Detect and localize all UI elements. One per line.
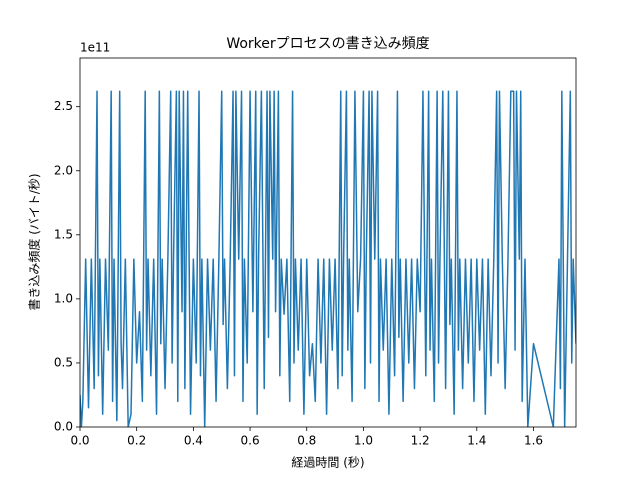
x-tick-label: 0.6 bbox=[241, 434, 260, 448]
x-tick-label: 1.6 bbox=[524, 434, 543, 448]
y-tick-label: 1.5 bbox=[54, 227, 73, 241]
x-tick-label: 1.0 bbox=[354, 434, 373, 448]
y-tick-label: 2.5 bbox=[54, 99, 73, 113]
y-tick-label: 0.5 bbox=[54, 355, 73, 369]
x-axis-label: 経過時間 (秒) bbox=[291, 456, 364, 470]
y-tick-label: 2.0 bbox=[54, 163, 73, 177]
y-tick-label: 0.0 bbox=[54, 420, 73, 434]
y-offset-label: 1e11 bbox=[80, 41, 110, 55]
x-tick-label: 0.8 bbox=[297, 434, 316, 448]
chart-title: Workerプロセスの書き込み頻度 bbox=[226, 36, 429, 52]
x-tick-label: 0.0 bbox=[70, 434, 89, 448]
x-tick-label: 1.4 bbox=[467, 434, 486, 448]
x-tick-label: 0.4 bbox=[184, 434, 203, 448]
y-axis-label: 書き込み頻度 (バイト/秒) bbox=[27, 173, 42, 310]
plot-frame bbox=[79, 57, 577, 428]
x-tick-label: 1.2 bbox=[411, 434, 430, 448]
x-tick-label: 0.2 bbox=[127, 434, 146, 448]
y-tick-label: 1.0 bbox=[54, 291, 73, 305]
data-line bbox=[80, 90, 576, 427]
